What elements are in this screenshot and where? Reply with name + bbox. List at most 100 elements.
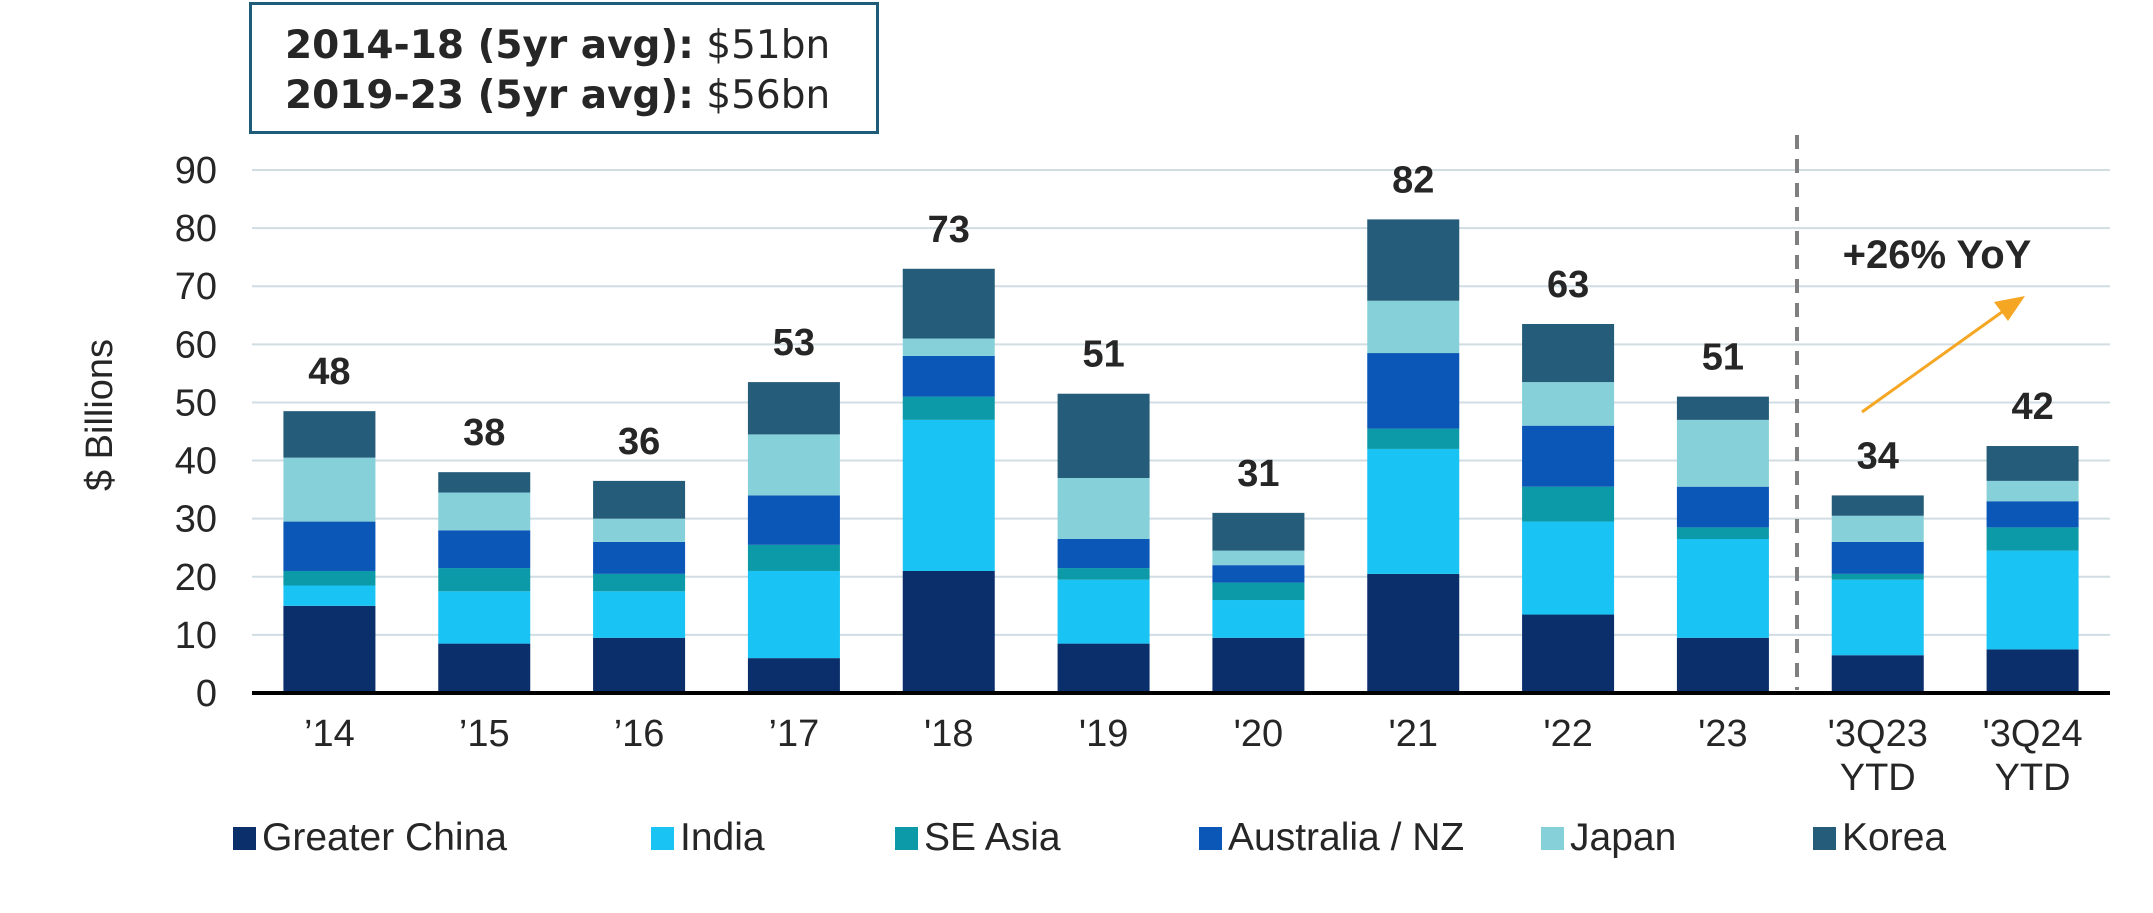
bar-segment [1057, 477, 1150, 540]
bar-segment [902, 338, 995, 356]
bar-segment [1212, 637, 1305, 693]
legend-swatch [1199, 826, 1222, 850]
bar-segment [1986, 501, 2079, 528]
x-tick-label: '18 [924, 713, 974, 755]
bar-segment [1522, 486, 1615, 522]
legend-swatch [651, 826, 674, 850]
x-tick-label: '3Q24 YTD [1982, 713, 2082, 799]
bar-total-label: 51 [1082, 334, 1124, 376]
bar-segment [593, 591, 686, 638]
x-tick-label: ’14 [304, 713, 355, 755]
bar-segment [902, 355, 995, 397]
bar-segment [283, 570, 376, 586]
legend-item: Korea [1813, 810, 1946, 866]
x-tick-label: ’16 [614, 713, 665, 755]
bar-segment [1986, 527, 2079, 551]
bar-segment [1367, 573, 1460, 693]
bar-segment [1831, 541, 1924, 574]
bar-total-label: 73 [928, 209, 970, 251]
y-tick-label: 90 [175, 150, 217, 192]
bar-total-label: 48 [308, 351, 350, 393]
bar-segment [438, 472, 531, 493]
bar-total-label: 53 [773, 322, 815, 364]
bar-segment [1057, 643, 1150, 693]
bar-segment [283, 411, 376, 458]
callout-line-1: 2014-18 (5yr avg): $51bn [285, 21, 876, 71]
callout-line-1-label: 2014-18 (5yr avg): [285, 23, 694, 68]
bar-segment [283, 457, 376, 522]
legend-item: SE Asia [895, 810, 1061, 866]
bar-segment [1831, 655, 1924, 693]
bar-segment [747, 495, 840, 545]
bar-total-label: 31 [1237, 453, 1279, 495]
callout-line-2-value: $56bn [693, 73, 831, 118]
bar-segment [1831, 495, 1924, 516]
x-tick-label: ’17 [769, 713, 820, 755]
bar-segment [1831, 579, 1924, 656]
bar-segment [283, 605, 376, 693]
bar-segment [1676, 539, 1769, 638]
bar-total-label: 34 [1857, 435, 1899, 477]
bar-segment [1986, 446, 2079, 481]
average-callout-box: 2014-18 (5yr avg): $51bn 2019-23 (5yr av… [249, 2, 879, 134]
bar-segment [1676, 637, 1769, 693]
legend: Greater China India SE Asia Australia / NZ J… [233, 810, 2133, 870]
callout-line-2-label: 2019-23 (5yr avg): [285, 73, 694, 118]
bar-segment [1522, 382, 1615, 426]
legend-label: SE Asia [924, 816, 1061, 859]
bar-segment [902, 419, 995, 571]
y-axis-title: $ Billions [79, 339, 121, 491]
legend-item: Australia / NZ [1199, 810, 1464, 866]
bar-segment [1057, 568, 1150, 580]
bar-segment [438, 591, 531, 644]
bar-segment [1212, 600, 1305, 638]
bar-segment [1212, 550, 1305, 566]
y-tick-label: 10 [175, 615, 217, 657]
y-tick-label: 40 [175, 441, 217, 483]
bar-total-label: 38 [463, 412, 505, 454]
y-tick-label: 60 [175, 324, 217, 366]
x-tick-label: '23 [1698, 713, 1748, 755]
bars: 48 38 36 53 73 51 31 82 63 51 34 42 [283, 159, 2079, 693]
legend-swatch [1813, 826, 1836, 850]
bar-segment [747, 382, 840, 435]
bar-segment [747, 570, 840, 659]
gridlines [252, 169, 2110, 636]
legend-label: Australia / NZ [1228, 816, 1465, 859]
yoy-arrow-head [1994, 296, 2025, 321]
bar-total-label: 51 [1702, 337, 1744, 379]
y-tick-label: 30 [175, 499, 217, 541]
bar-segment [1522, 425, 1615, 487]
bar-segment [1676, 527, 1769, 540]
bar-segment [593, 480, 686, 519]
bar-segment [283, 585, 376, 606]
yoy-annotation: +26% YoY [1843, 233, 2032, 277]
y-tick-label: 70 [175, 266, 217, 308]
bar-segment [1057, 539, 1150, 569]
y-tick-label: 0 [196, 673, 217, 715]
bar-total-label: 42 [2011, 386, 2053, 428]
bar-segment [593, 518, 686, 542]
bar-segment [593, 541, 686, 574]
bar-segment [438, 643, 531, 693]
bar-segment [1831, 573, 1924, 580]
bar-segment [747, 434, 840, 496]
bar-segment [1367, 448, 1460, 574]
bar-segment [1676, 486, 1769, 528]
bar-segment [1986, 649, 2079, 693]
bar-segment [283, 521, 376, 571]
bar-segment [593, 573, 686, 592]
y-tick-label: 20 [175, 557, 217, 599]
bar-segment [902, 570, 995, 693]
bar-total-label: 63 [1547, 264, 1589, 306]
bar-segment [1986, 550, 2079, 650]
x-tick-label: '20 [1234, 713, 1284, 755]
legend-swatch [895, 826, 918, 850]
legend-item: Japan [1541, 810, 1676, 866]
legend-label: Korea [1842, 816, 1947, 859]
bar-total-label: 36 [618, 421, 660, 463]
bar-segment [902, 268, 995, 339]
legend-swatch [1541, 826, 1564, 850]
legend-label: India [680, 816, 765, 859]
